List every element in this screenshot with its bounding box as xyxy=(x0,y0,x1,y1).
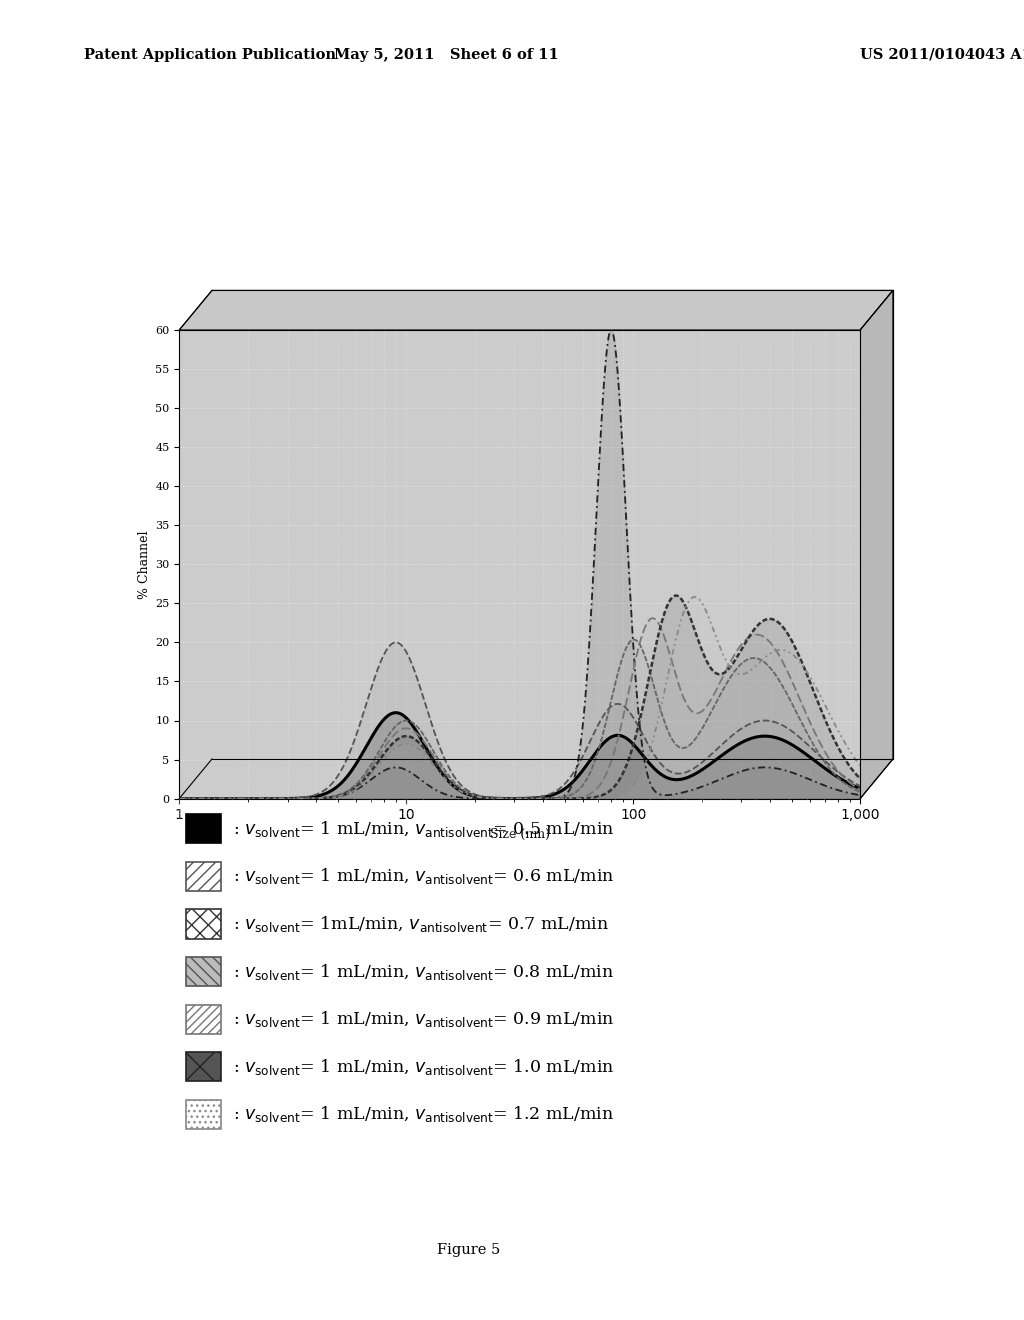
Text: : $v_{\mathrm{solvent}}$= 1 mL/min, $v_{\mathrm{antisolvent}}$= 0.6 mL/min: : $v_{\mathrm{solvent}}$= 1 mL/min, $v_{… xyxy=(233,866,615,887)
Text: Figure 5: Figure 5 xyxy=(437,1243,501,1257)
Y-axis label: % Channel: % Channel xyxy=(138,531,152,598)
Text: : $v_{\mathrm{solvent}}$= 1 mL/min, $v_{\mathrm{antisolvent}}$= 0.8 mL/min: : $v_{\mathrm{solvent}}$= 1 mL/min, $v_{… xyxy=(233,961,614,982)
Text: : $v_{\mathrm{solvent}}$= 1 mL/min, $v_{\mathrm{antisolvent}}$= 1.2 mL/min: : $v_{\mathrm{solvent}}$= 1 mL/min, $v_{… xyxy=(233,1104,614,1125)
Text: US 2011/0104043 A1: US 2011/0104043 A1 xyxy=(860,48,1024,62)
Text: : $v_{\mathrm{solvent}}$= 1 mL/min, $v_{\mathrm{antisolvent}}$= 1.0 mL/min: : $v_{\mathrm{solvent}}$= 1 mL/min, $v_{… xyxy=(233,1056,615,1077)
Text: Patent Application Publication: Patent Application Publication xyxy=(84,48,336,62)
Text: : $v_{\mathrm{solvent}}$= 1mL/min, $v_{\mathrm{antisolvent}}$= 0.7 mL/min: : $v_{\mathrm{solvent}}$= 1mL/min, $v_{\… xyxy=(233,913,609,935)
Text: : $v_{\mathrm{solvent}}$= 1 mL/min, $v_{\mathrm{antisolvent}}$= 0.5 mL/min: : $v_{\mathrm{solvent}}$= 1 mL/min, $v_{… xyxy=(233,818,615,840)
Text: : $v_{\mathrm{solvent}}$= 1 mL/min, $v_{\mathrm{antisolvent}}$= 0.9 mL/min: : $v_{\mathrm{solvent}}$= 1 mL/min, $v_{… xyxy=(233,1008,615,1030)
Text: May 5, 2011   Sheet 6 of 11: May 5, 2011 Sheet 6 of 11 xyxy=(334,48,559,62)
X-axis label: Size (nm): Size (nm) xyxy=(489,828,550,841)
